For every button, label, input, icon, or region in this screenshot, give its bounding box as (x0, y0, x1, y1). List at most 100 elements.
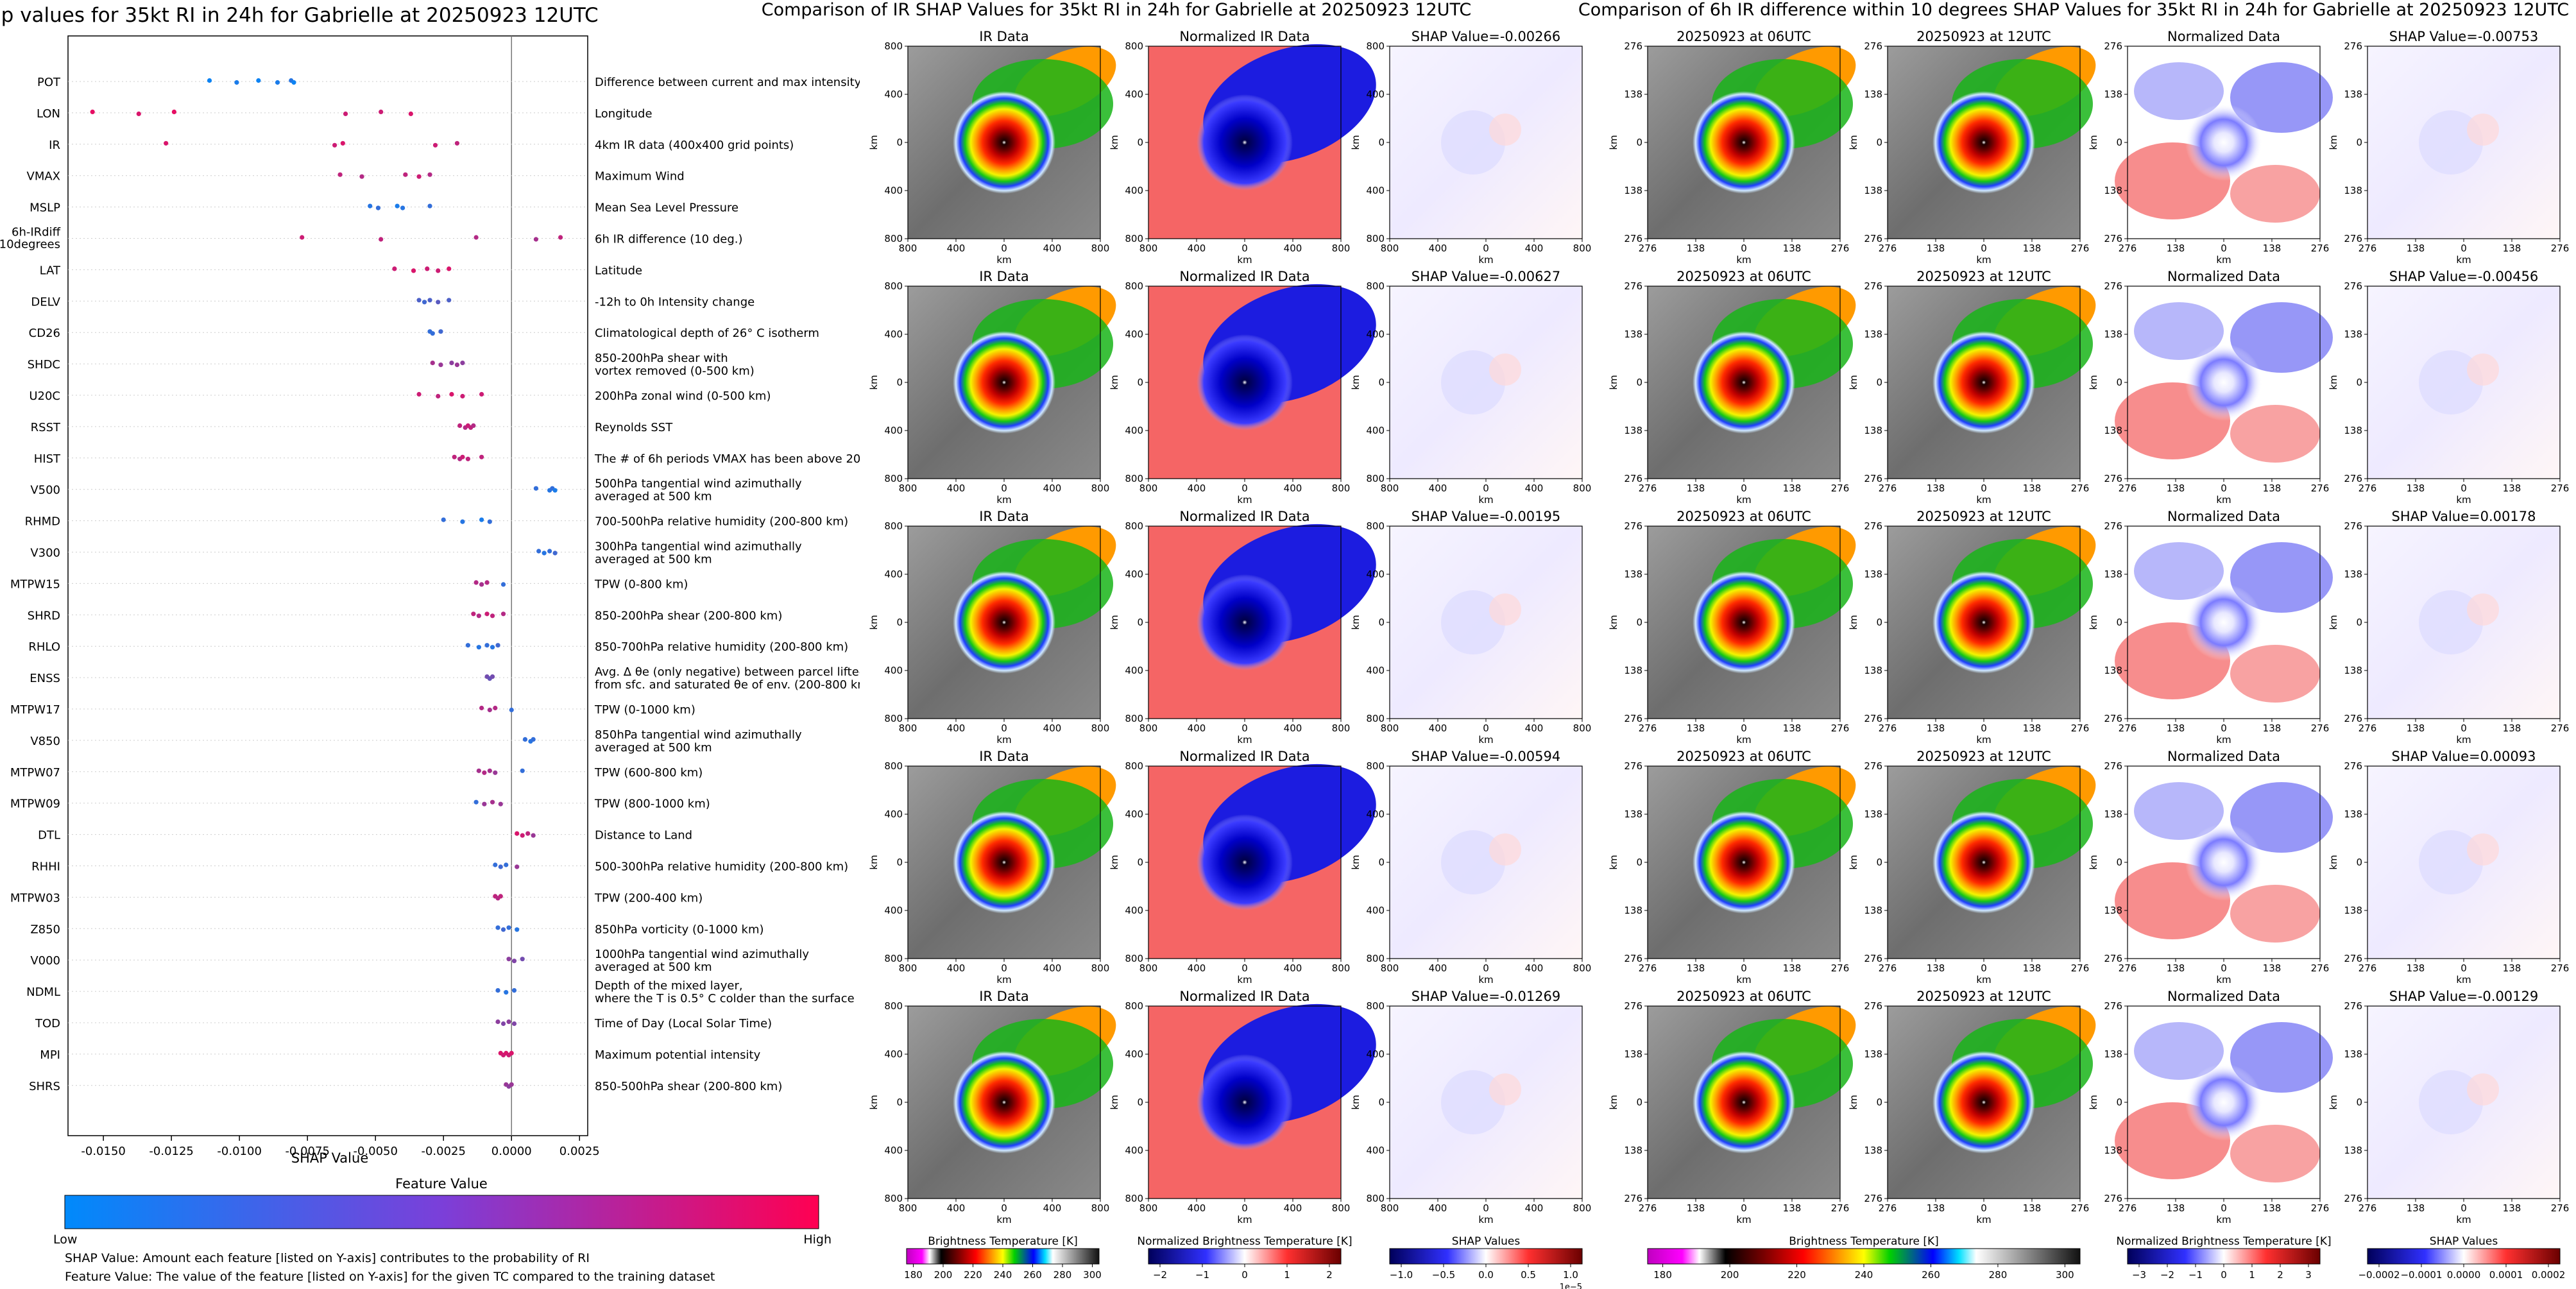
diff-region (2230, 1125, 2320, 1182)
feature-name-line: MPI (40, 1048, 60, 1062)
x-tick-label: 0 (1241, 243, 1248, 254)
y-axis-label: km (1608, 135, 1619, 149)
feature-desc-line: Avg. Δ θe (only negative) between parcel… (595, 665, 860, 679)
y-tick-label: 138 (2104, 1048, 2122, 1060)
x-tick-label: 800 (899, 722, 917, 734)
feature-desc-label: 850hPa vorticity (0-1000 km) (595, 923, 764, 936)
y-tick-label: 0 (1876, 377, 1882, 388)
x-tick-label: -0.0075 (285, 1145, 329, 1158)
y-tick-label: 800 (1125, 473, 1143, 484)
shap-point (438, 363, 443, 368)
diff-region (2230, 645, 2320, 703)
shap-beeswarm-chart: Shap values for 35kt RI in 24h for Gabri… (0, 4, 860, 1247)
shap-point (479, 705, 484, 711)
feature-name-line: MTPW07 (10, 766, 60, 780)
image-panel: Normalized Data2762761381380013813827627… (2088, 509, 2333, 746)
diff-region (2230, 885, 2320, 943)
y-tick-label: 276 (2104, 280, 2122, 292)
colorbar-tick-label: −0.5 (1432, 1269, 1455, 1281)
x-axis-label: km (996, 734, 1011, 746)
shap-point (533, 486, 539, 491)
y-axis-label: km (868, 615, 880, 629)
y-tick-label: 800 (884, 1000, 903, 1012)
shap-point (460, 393, 465, 399)
x-tick-label: 138 (1783, 243, 1802, 254)
y-tick-label: 276 (2344, 1193, 2362, 1204)
feature-desc-line: from sfc. and saturated θe of env. (200-… (595, 678, 860, 692)
x-axis-label: km (1736, 1214, 1751, 1225)
panel-title: 20250923 at 06UTC (1676, 29, 1811, 44)
x-ticks: -0.0150 -0.0125 -0.0100 -0.0075 -0.0050 -0.00… (81, 1136, 600, 1158)
shap-point (473, 799, 479, 805)
x-tick-label: 276 (1879, 482, 1897, 494)
y-tick-label: 276 (1624, 473, 1642, 484)
x-tick-label: 800 (1139, 962, 1158, 974)
shap-point (438, 329, 443, 334)
y-tick-label: 138 (1624, 89, 1642, 100)
x-tick-label: 276 (2358, 482, 2377, 494)
feature-desc-line: 850-500hPa shear (200-800 km) (595, 1080, 782, 1093)
feature-desc-line: Time of Day (Local Solar Time) (594, 1017, 772, 1030)
x-tick-label: 276 (2551, 722, 2570, 734)
y-tick-label: 276 (1864, 280, 1882, 292)
shap-point (490, 645, 495, 650)
feature-name-line: RHHI (31, 860, 60, 874)
feature-desc-label: Mean Sea Level Pressure (595, 201, 738, 215)
x-tick-label: 0 (1241, 1202, 1248, 1214)
shap-point (471, 611, 476, 617)
shap-point (425, 266, 430, 271)
panel-title: Normalized IR Data (1179, 29, 1309, 44)
x-tick-label: 400 (1188, 962, 1206, 974)
y-tick-label: 800 (884, 1193, 903, 1204)
y-tick-label: 800 (1366, 1000, 1385, 1012)
x-axis-label: km (1976, 494, 1991, 506)
colorbar: Brightness Temperature [K] 180 200 220 240 26… (1647, 1235, 2081, 1281)
y-tick-label: 276 (2104, 1000, 2122, 1012)
x-axis-label: km (1237, 734, 1252, 746)
shap-point (479, 582, 484, 587)
x-tick-label: 138 (1927, 962, 1945, 974)
feature-name-line: IR (49, 139, 60, 152)
shap-point (509, 1050, 514, 1055)
shap-region (1441, 590, 1505, 654)
feature-desc-label: -12h to 0h Intensity change (595, 295, 755, 309)
feature-name-line: SHDC (28, 358, 60, 371)
y-tick-label: 400 (1366, 1145, 1385, 1156)
shap-point (441, 517, 446, 522)
x-tick-label: 276 (1879, 243, 1897, 254)
x-tick-label: 0 (1981, 1202, 1987, 1214)
x-tick-label: 800 (1332, 722, 1351, 734)
x-tick-label: 276 (2551, 243, 2570, 254)
colorbar-tick-label: −2 (2160, 1269, 2174, 1281)
shap-point (509, 1082, 514, 1087)
diff-region (2134, 1022, 2224, 1080)
feature-desc-label: 300hPa tangential wind azimuthally averag… (595, 540, 802, 567)
y-tick-label: 800 (884, 473, 903, 484)
image-panel: 20250923 at 12UTC27627613813800138138276… (1848, 509, 2096, 746)
y-axis-label: km (1608, 375, 1619, 389)
feature-desc-line: 850-200hPa shear with (595, 352, 728, 365)
panel-title: SHAP Value=-0.00753 (2389, 29, 2539, 44)
y-axis-label: km (1608, 1095, 1619, 1109)
shap-point (430, 361, 435, 366)
feature-name-label: LAT (40, 264, 61, 277)
shap-point (136, 111, 141, 116)
shap-point (515, 864, 520, 869)
x-tick-label: 138 (2023, 243, 2042, 254)
x-axis-label: km (1736, 254, 1751, 266)
storm-core (953, 811, 1055, 914)
y-tick-label: 400 (1125, 905, 1143, 916)
colorbar-tick-label: 200 (1721, 1269, 1739, 1281)
panel-title: SHAP Value=-0.00129 (2389, 989, 2539, 1004)
x-tick-label: 800 (1573, 482, 1592, 494)
x-tick-label: 800 (1381, 722, 1399, 734)
shap-region (2419, 1070, 2483, 1134)
x-tick-label: 0 (1741, 243, 1747, 254)
image-panel: Normalized IR Data8008004004000040040080… (1109, 509, 1376, 746)
shap-point (506, 925, 511, 930)
shap-point (482, 801, 487, 807)
panel-title: Normalized IR Data (1179, 749, 1309, 764)
feature-name-label: SHDC (28, 358, 60, 371)
feature-desc-line: The # of 6h periods VMAX has been above … (594, 452, 860, 466)
